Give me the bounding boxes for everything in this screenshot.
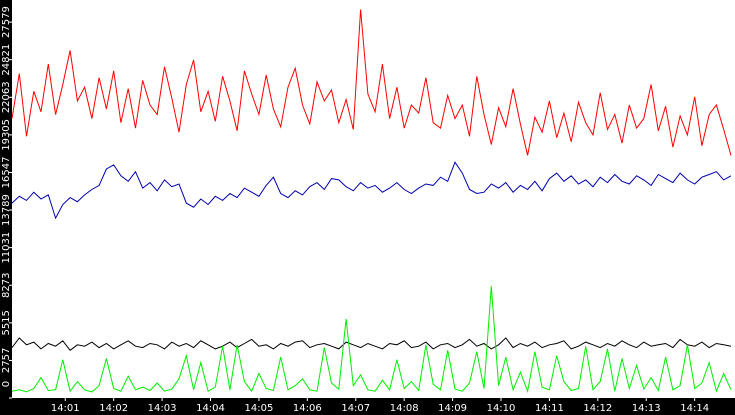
x-tick-label: 14:10: [487, 403, 516, 414]
x-tick-label: 14:13: [632, 403, 661, 414]
series-line: [11, 286, 732, 394]
y-tick-label: 5515: [1, 310, 12, 335]
x-tick-label: 14:07: [341, 403, 370, 414]
y-tick-label: 0: [1, 381, 12, 387]
x-tick-label: 14:09: [438, 403, 467, 414]
y-tick-label: 24821: [1, 44, 12, 76]
x-tick-label: 14:06: [293, 403, 322, 414]
x-tick-label: 14:08: [390, 403, 419, 414]
x-tick-label: 14:01: [51, 403, 80, 414]
x-tick-label: 14:12: [583, 403, 612, 414]
y-tick-label: 8273: [1, 273, 12, 298]
x-tick-label: 14:11: [535, 403, 564, 414]
y-tick-label: 13789: [1, 194, 12, 226]
x-axis-strip: [0, 398, 735, 415]
y-tick-label: 2757: [1, 348, 12, 373]
series-line: [11, 337, 732, 351]
y-axis-strip: [0, 0, 12, 415]
series-line: [11, 9, 732, 156]
x-tick-label: 14:14: [680, 403, 709, 414]
x-tick-label: 14:02: [99, 403, 128, 414]
y-tick-label: 16547: [1, 157, 12, 189]
y-tick-label: 22063: [1, 81, 12, 113]
y-tick-label: 19305: [1, 119, 12, 151]
y-tick-label: 11031: [1, 232, 12, 264]
x-tick-label: 14:04: [196, 403, 225, 414]
x-tick-label: 14:03: [148, 403, 177, 414]
x-tick-label: 14:05: [245, 403, 274, 414]
series-line: [11, 161, 732, 220]
y-tick-label: 27579: [1, 6, 12, 38]
